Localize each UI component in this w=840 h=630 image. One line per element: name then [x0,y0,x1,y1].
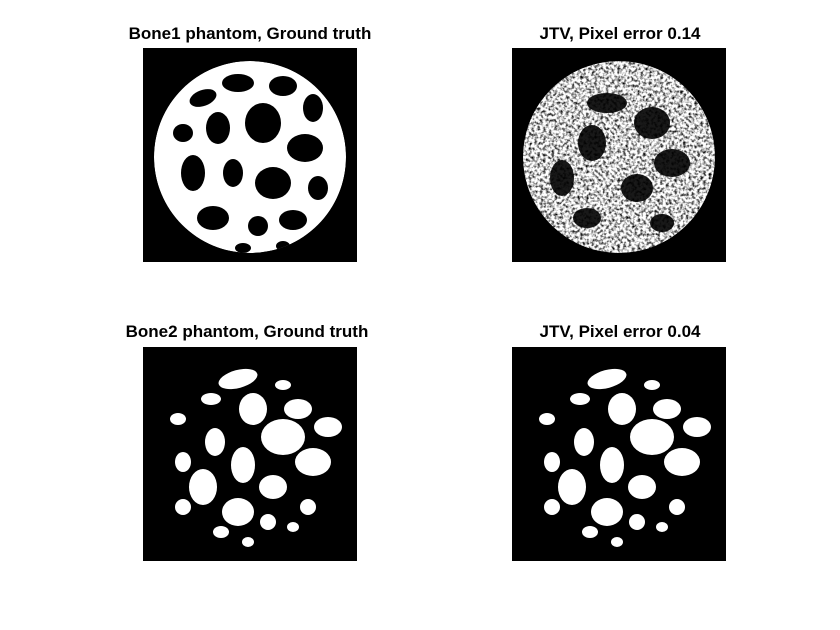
bone2-ground-truth-svg [170,368,342,547]
bone2-jtv-svg [539,368,711,547]
bone2-ground-truth-image [143,347,357,561]
panel-title: Bone1 phantom, Ground truth [128,24,372,43]
bone2-jtv-image [512,347,726,561]
bone1-ground-truth-image [143,48,357,262]
panel-title: JTV, Pixel error 0.04 [539,322,701,341]
bone1-ground-truth-svg [154,61,346,253]
bone1-jtv-image [512,48,726,262]
bone1-jtv-svg [523,61,715,253]
panel-title: Bone2 phantom, Ground truth [125,322,369,341]
panel-title: JTV, Pixel error 0.14 [539,24,701,43]
